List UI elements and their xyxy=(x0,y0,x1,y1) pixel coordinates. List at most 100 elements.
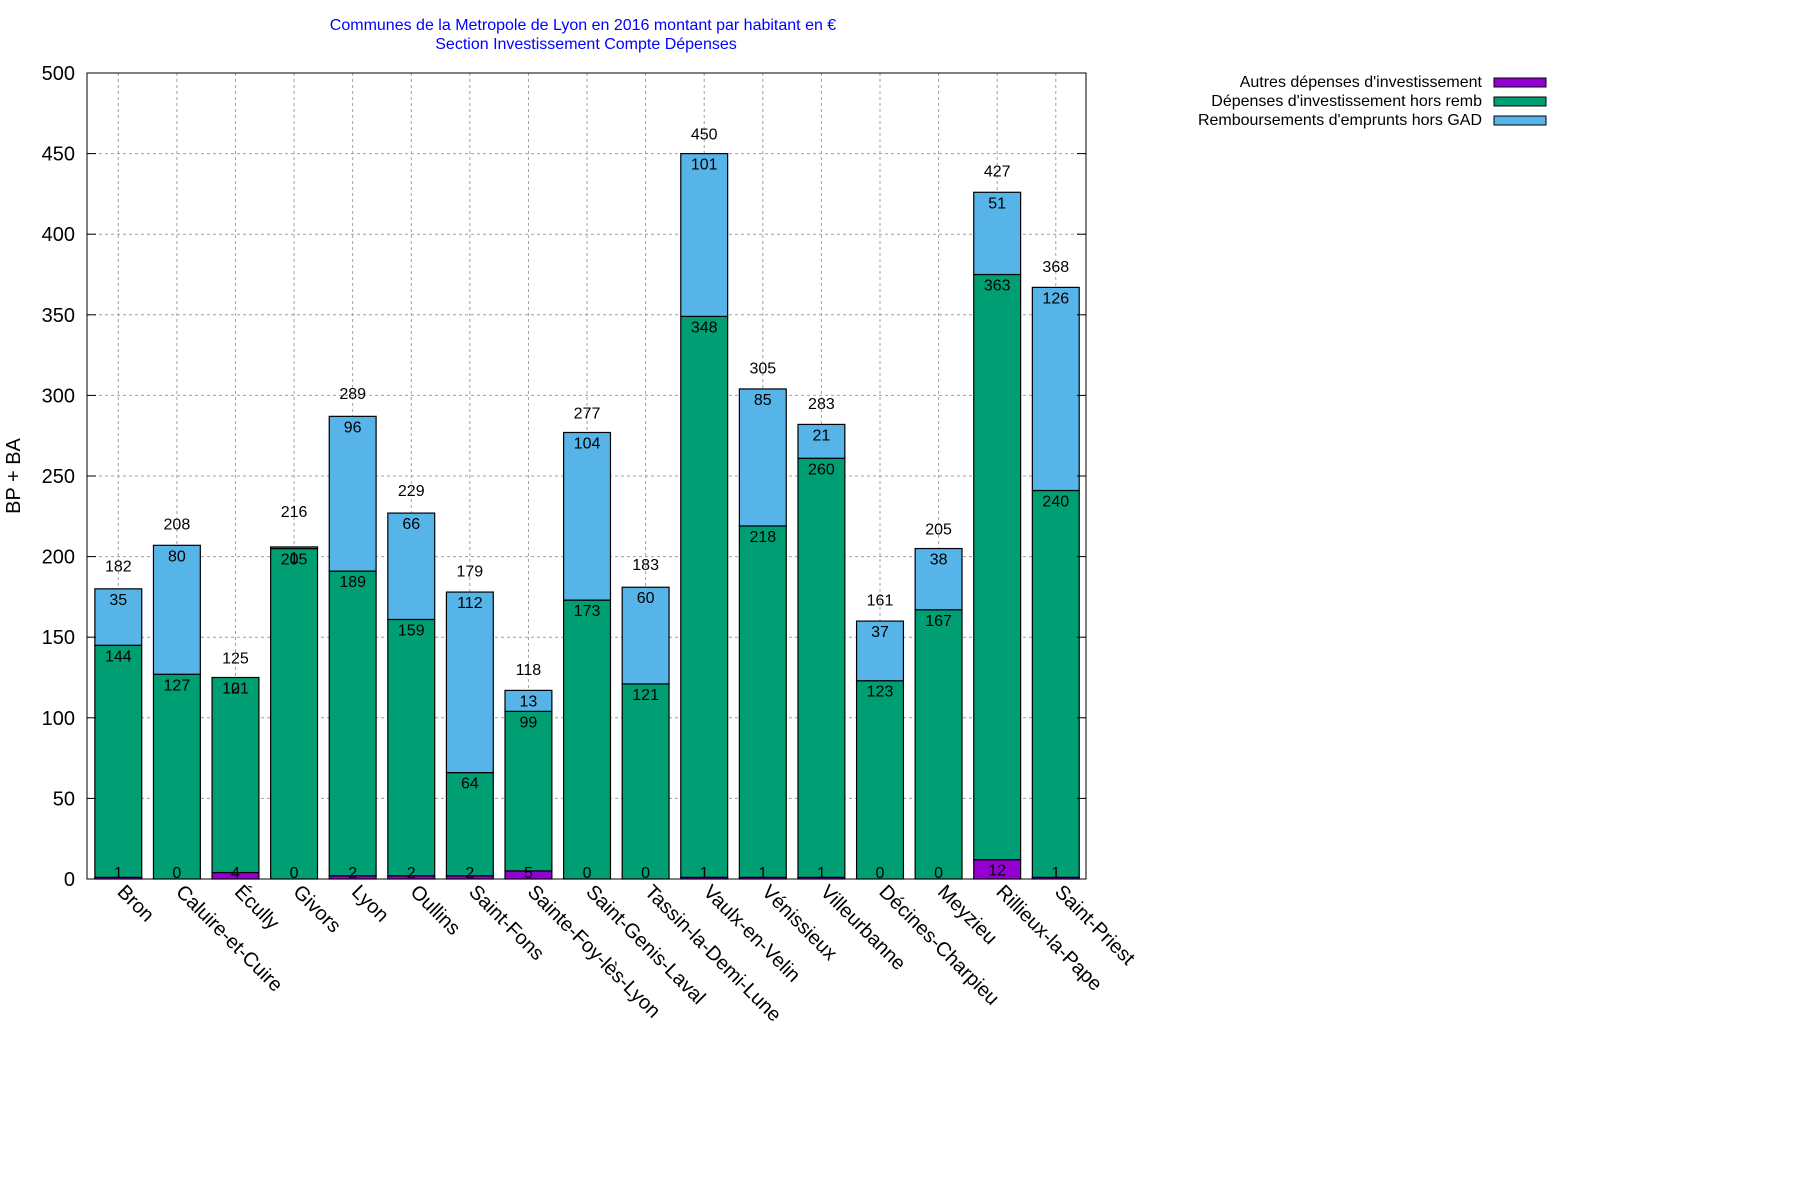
segment-value-label: 99 xyxy=(520,714,538,731)
y-tick-label: 50 xyxy=(53,788,75,810)
bar-segment xyxy=(797,423,846,459)
segment-value-label: 80 xyxy=(168,548,186,565)
bar-segment xyxy=(1031,489,1080,878)
total-value-label: 305 xyxy=(749,360,776,377)
segment-value-label: 260 xyxy=(808,461,835,478)
bar-segment xyxy=(797,457,846,878)
bar-segment xyxy=(504,710,553,872)
segment-value-label: 2 xyxy=(407,865,416,882)
segment-value-label: 5 xyxy=(524,865,533,882)
segment-value-label: 37 xyxy=(871,624,889,641)
y-axis-label: BP + BA xyxy=(3,437,25,513)
legend-label: Autres dépenses d'investissement xyxy=(1240,74,1483,91)
segment-value-label: 123 xyxy=(867,684,894,701)
legend-swatch xyxy=(1493,115,1547,126)
segment-value-label: 13 xyxy=(520,693,538,710)
y-tick-label: 500 xyxy=(42,63,75,85)
y-tick-label: 0 xyxy=(64,869,75,891)
plot-border xyxy=(86,72,1087,880)
legend: Autres dépenses d'investissement Dépenses… xyxy=(1198,74,1547,129)
total-value-label: 183 xyxy=(632,557,659,574)
y-tick-label: 400 xyxy=(42,224,75,246)
segment-value-label: 348 xyxy=(691,319,718,336)
bar-segment xyxy=(152,544,201,675)
total-value-label: 277 xyxy=(574,405,601,422)
bar-segment xyxy=(680,315,729,878)
bar-segment xyxy=(445,591,494,774)
bar-segment xyxy=(94,588,143,646)
segment-value-label: 0 xyxy=(231,681,240,698)
segment-value-label: 240 xyxy=(1042,494,1069,511)
bar-segment xyxy=(855,620,905,682)
total-value-label: 283 xyxy=(808,396,835,413)
legend-swatch xyxy=(1493,77,1547,88)
segment-value-label: 218 xyxy=(749,529,776,546)
segment-value-label: 173 xyxy=(574,603,601,620)
legend-label: Remboursements d'emprunts hors GAD xyxy=(1198,112,1482,129)
segment-value-label: 2 xyxy=(348,865,357,882)
x-tick-label: Rillieux-la-Pape xyxy=(992,881,1107,996)
segment-value-label: 1 xyxy=(700,865,709,882)
segment-value-label: 167 xyxy=(925,613,952,630)
bar-segment xyxy=(914,609,963,880)
y-tick-label: 350 xyxy=(42,305,75,327)
segment-value-label: 121 xyxy=(632,687,659,704)
total-value-label: 205 xyxy=(925,522,952,539)
x-tick-label: Bron xyxy=(113,881,158,926)
bar-segment xyxy=(914,547,963,611)
bars xyxy=(94,153,1080,880)
segment-value-label: 35 xyxy=(109,592,127,609)
segment-value-label: 51 xyxy=(988,195,1006,212)
bar-segment xyxy=(504,689,553,712)
segment-value-label: 66 xyxy=(402,516,420,533)
total-value-label: 229 xyxy=(398,483,425,500)
legend-swatch xyxy=(1493,96,1547,107)
segment-value-label: 0 xyxy=(934,865,943,882)
y-tick-label: 450 xyxy=(42,144,75,166)
segment-value-label: 104 xyxy=(574,435,601,452)
y-tick-label: 300 xyxy=(42,385,75,407)
bar-segment xyxy=(94,644,143,878)
bar-segment xyxy=(738,525,787,878)
total-value-label: 118 xyxy=(516,662,542,679)
bar-segment xyxy=(621,586,670,685)
bar-segment xyxy=(328,570,377,877)
total-value-label: 450 xyxy=(691,127,718,144)
segment-value-label: 0 xyxy=(583,865,592,882)
y-tick-label: 200 xyxy=(42,547,75,569)
segment-value-label: 2 xyxy=(465,865,474,882)
segment-value-label: 121 xyxy=(222,681,249,698)
segment-value-label: 1 xyxy=(114,865,123,882)
segment-value-label: 4 xyxy=(231,865,240,882)
legend-label: Dépenses d'investissement hors remb xyxy=(1211,93,1482,110)
bar-segment xyxy=(211,676,260,874)
data-labels: 1144351820127802084121012502051216218996… xyxy=(105,127,1069,882)
segment-value-label: 363 xyxy=(984,278,1011,295)
segment-value-label: 126 xyxy=(1042,290,1069,307)
segment-value-label: 0 xyxy=(641,865,650,882)
bar-segment xyxy=(621,683,670,880)
segment-value-label: 0 xyxy=(876,865,885,882)
y-tick-label: 100 xyxy=(42,708,75,730)
y-tick-label: 250 xyxy=(42,466,75,488)
total-value-label: 182 xyxy=(105,559,132,576)
segment-value-label: 112 xyxy=(457,595,483,612)
segment-value-label: 1 xyxy=(1051,865,1060,882)
total-value-label: 161 xyxy=(867,592,894,609)
segment-value-label: 60 xyxy=(637,590,655,607)
bar-segment xyxy=(328,415,377,572)
bar-segment xyxy=(387,512,436,621)
x-tick-label: Caluire-et-Cuire xyxy=(171,881,286,996)
segment-value-label: 21 xyxy=(813,427,831,444)
segment-value-label: 1 xyxy=(817,865,826,882)
segment-value-label: 0 xyxy=(290,865,299,882)
segment-value-label: 144 xyxy=(105,648,132,665)
bar-segment xyxy=(973,273,1022,861)
x-tick-label: Oullins xyxy=(406,881,465,940)
bar-segment xyxy=(738,388,787,527)
total-value-label: 427 xyxy=(984,164,1011,181)
chart-subtitle: Section Investissement Compte Dépenses xyxy=(435,36,736,53)
bar-segment xyxy=(973,191,1022,276)
bar-segment xyxy=(680,153,729,318)
